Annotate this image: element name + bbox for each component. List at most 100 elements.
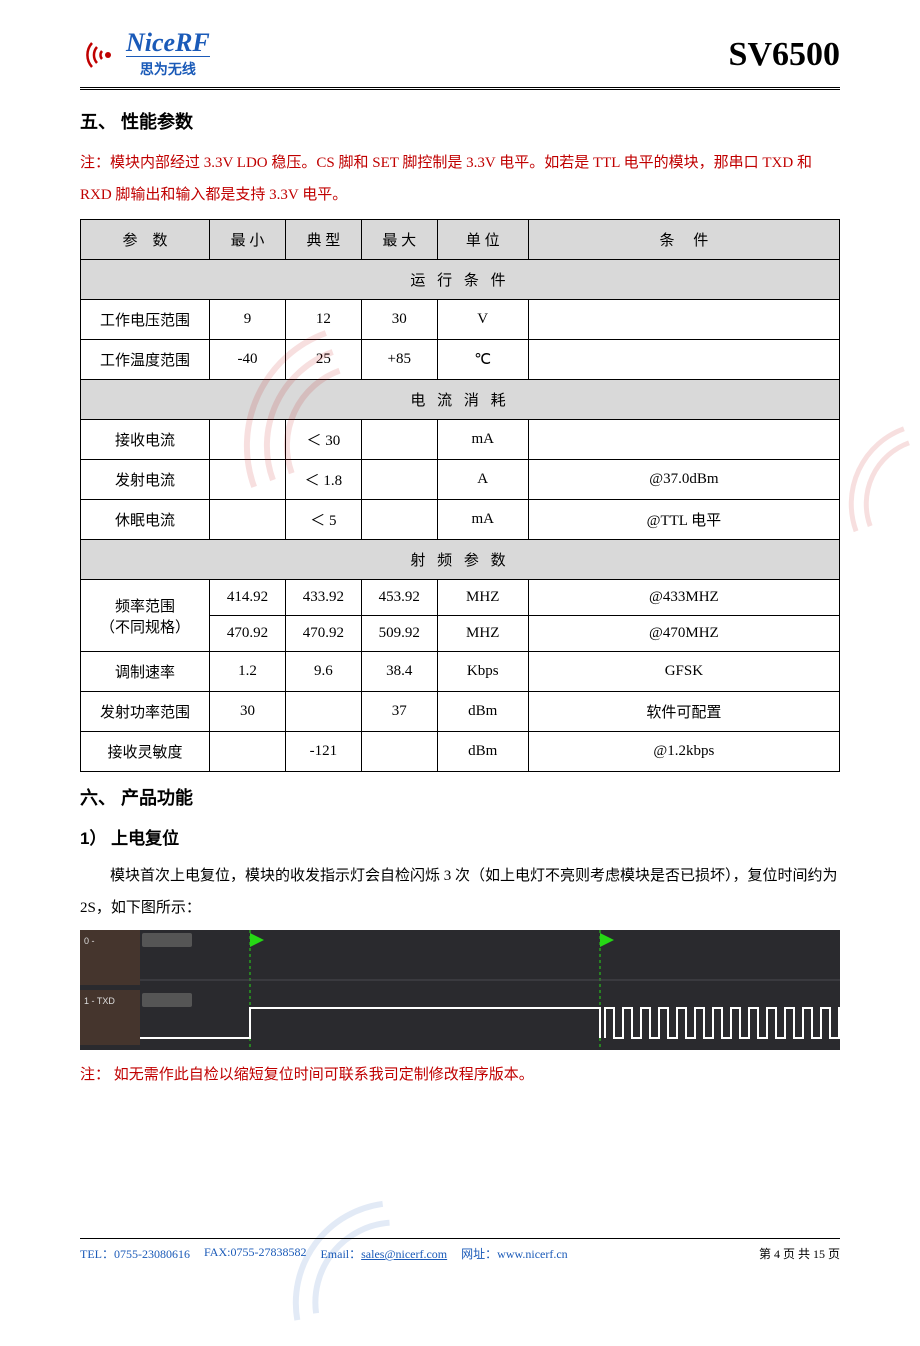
- cell-max: [361, 500, 437, 540]
- col-cond: 条 件: [528, 220, 839, 260]
- cell-min: 1.2: [210, 652, 286, 692]
- cell-typ: 433.92: [285, 580, 361, 616]
- col-min: 最 小: [210, 220, 286, 260]
- table-row: 接收灵敏度 -121 dBm@1.2kbps: [81, 732, 840, 772]
- subsection-1-title: 1） 上电复位: [80, 824, 840, 849]
- col-unit: 单 位: [437, 220, 528, 260]
- cell-min: -40: [210, 340, 286, 380]
- watermark-arc: [244, 1178, 435, 1345]
- table-row: 工作电压范围91230V: [81, 300, 840, 340]
- cell-cond: [528, 420, 839, 460]
- cell-min: [210, 500, 286, 540]
- cell-cond: @37.0dBm: [528, 460, 839, 500]
- group-label: 射 频 参 数: [81, 540, 840, 580]
- cell-cond: @TTL 电平: [528, 500, 839, 540]
- cell-cond: @470MHZ: [528, 616, 839, 652]
- table-row: 发射功率范围30 37dBm软件可配置: [81, 692, 840, 732]
- spec-table: 参 数 最 小 典 型 最 大 单 位 条 件 运 行 条 件工作电压范围912…: [80, 219, 840, 772]
- cell-cond: GFSK: [528, 652, 839, 692]
- cell-max: +85: [361, 340, 437, 380]
- cell-min: [210, 420, 286, 460]
- page-number: 第 4 页 共 15 页: [759, 1245, 840, 1262]
- group-label: 运 行 条 件: [81, 260, 840, 300]
- cell-param: 接收灵敏度: [81, 732, 210, 772]
- table-group-row: 射 频 参 数: [81, 540, 840, 580]
- cell-param: 调制速率: [81, 652, 210, 692]
- svg-text:1 - TXD: 1 - TXD: [84, 996, 115, 1006]
- cell-param: 频率范围（不同规格）: [81, 580, 210, 652]
- table-row: 发射电流 ＜ 1.8 A@37.0dBm: [81, 460, 840, 500]
- cell-unit: mA: [437, 420, 528, 460]
- cell-typ: ＜ 1.8: [285, 460, 361, 500]
- footer-fax: FAX:0755-27838582: [204, 1245, 306, 1262]
- cell-param: 工作温度范围: [81, 340, 210, 380]
- cell-max: [361, 732, 437, 772]
- note-red-1: 注：模块内部经过 3.3V LDO 稳压。CS 脚和 SET 脚控制是 3.3V…: [80, 148, 840, 211]
- cell-param: 发射电流: [81, 460, 210, 500]
- cell-typ: 12: [285, 300, 361, 340]
- cell-max: 37: [361, 692, 437, 732]
- cell-param: 休眠电流: [81, 500, 210, 540]
- page-header: NiceRF 思为无线 SV6500: [80, 30, 840, 90]
- cell-typ: [285, 692, 361, 732]
- section-5-title: 五、 性能参数: [80, 108, 840, 134]
- note-red-2: 注： 如无需作此自检以缩短复位时间可联系我司定制修改程序版本。: [80, 1060, 840, 1092]
- cell-param: 发射功率范围: [81, 692, 210, 732]
- product-code: SV6500: [729, 36, 840, 74]
- footer-tel: TEL：0755-23080616: [80, 1245, 190, 1262]
- logo: NiceRF 思为无线: [80, 30, 210, 79]
- cell-cond: [528, 300, 839, 340]
- cell-unit: MHZ: [437, 616, 528, 652]
- cell-typ: ＜ 5: [285, 500, 361, 540]
- table-row: 休眠电流＜ 5mA@TTL 电平: [81, 500, 840, 540]
- cell-unit: dBm: [437, 692, 528, 732]
- cell-unit: MHZ: [437, 580, 528, 616]
- logo-subtitle: 思为无线: [126, 56, 210, 79]
- cell-param: 工作电压范围: [81, 300, 210, 340]
- cell-max: 509.92: [361, 616, 437, 652]
- cell-param: 接收电流: [81, 420, 210, 460]
- cell-unit: V: [437, 300, 528, 340]
- cell-cond: @1.2kbps: [528, 732, 839, 772]
- cell-max: [361, 460, 437, 500]
- cell-typ: 25: [285, 340, 361, 380]
- cell-unit: Kbps: [437, 652, 528, 692]
- col-typ: 典 型: [285, 220, 361, 260]
- cell-min: 470.92: [210, 616, 286, 652]
- table-row: 接收电流＜ 30mA: [81, 420, 840, 460]
- cell-max: 38.4: [361, 652, 437, 692]
- col-max: 最 大: [361, 220, 437, 260]
- waveform-diagram: 0 - 1 - TXD: [80, 930, 840, 1050]
- cell-typ: 9.6: [285, 652, 361, 692]
- table-header-row: 参 数 最 小 典 型 最 大 单 位 条 件: [81, 220, 840, 260]
- svg-text:0 -: 0 -: [84, 936, 95, 946]
- cell-unit: dBm: [437, 732, 528, 772]
- cell-unit: ℃: [437, 340, 528, 380]
- table-row: 频率范围（不同规格）414.92433.92453.92MHZ@433MHZ: [81, 580, 840, 616]
- cell-min: 9: [210, 300, 286, 340]
- logo-icon: [80, 35, 120, 75]
- col-param: 参 数: [81, 220, 210, 260]
- cell-cond: @433MHZ: [528, 580, 839, 616]
- footer-web: 网址：www.nicerf.cn: [461, 1245, 568, 1262]
- cell-typ: -121: [285, 732, 361, 772]
- cell-min: 414.92: [210, 580, 286, 616]
- table-row: 调制速率1.29.638.4KbpsGFSK: [81, 652, 840, 692]
- cell-typ: 470.92: [285, 616, 361, 652]
- cell-min: 30: [210, 692, 286, 732]
- cell-min: [210, 732, 286, 772]
- cell-max: [361, 420, 437, 460]
- page-footer: TEL：0755-23080616 FAX:0755-27838582 Emai…: [80, 1238, 840, 1262]
- table-group-row: 电 流 消 耗: [81, 380, 840, 420]
- cell-min: [210, 460, 286, 500]
- footer-email: Email：sales@nicerf.com: [320, 1245, 447, 1262]
- cell-max: 30: [361, 300, 437, 340]
- cell-cond: 软件可配置: [528, 692, 839, 732]
- logo-brand: NiceRF: [126, 30, 210, 56]
- cell-unit: A: [437, 460, 528, 500]
- table-group-row: 运 行 条 件: [81, 260, 840, 300]
- section-6-title: 六、 产品功能: [80, 784, 840, 810]
- group-label: 电 流 消 耗: [81, 380, 840, 420]
- sub1-body: 模块首次上电复位，模块的收发指示灯会自检闪烁 3 次（如上电灯不亮则考虑模块是否…: [80, 861, 840, 924]
- cell-max: 453.92: [361, 580, 437, 616]
